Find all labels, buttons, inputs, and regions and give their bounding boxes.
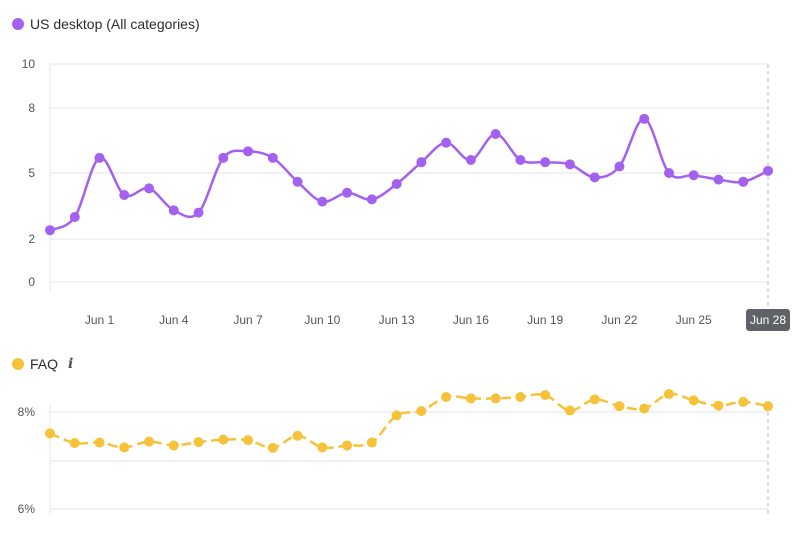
- chart1-data-point: [317, 196, 328, 207]
- chart1-data-point: [94, 152, 105, 163]
- chart2-data-point: [342, 440, 353, 451]
- chart1-data-point: [218, 152, 229, 163]
- chart2-data-point: [168, 440, 179, 451]
- faq-legend-dot: [12, 358, 24, 370]
- chart2-data-point: [69, 438, 80, 449]
- chart2-data-point: [218, 434, 229, 445]
- chart1-data-point: [738, 176, 749, 187]
- chart1-y-tick-label: 0: [28, 275, 35, 289]
- chart1-data-point: [144, 183, 155, 194]
- chart2-data-point: [193, 437, 204, 448]
- chart1-data-point: [119, 190, 130, 200]
- chart2-data-point: [465, 393, 476, 404]
- chart2-data-point: [243, 435, 254, 446]
- chart2-data-point: [688, 395, 699, 406]
- chart2-y-tick-label: 8%: [18, 405, 36, 419]
- chart2-data-point: [292, 430, 303, 441]
- chart1-x-tick-label: Jun 7: [233, 313, 263, 327]
- chart1-data-point: [589, 172, 600, 183]
- chart1-data-point: [564, 159, 575, 170]
- chart1-data-point: [69, 212, 80, 222]
- info-icon[interactable]: i: [68, 356, 74, 372]
- chart2-data-point: [663, 389, 674, 400]
- main-legend-dot: [12, 18, 24, 30]
- chart1-data-point: [490, 129, 501, 139]
- main-legend-label: US desktop (All categories): [30, 16, 200, 32]
- chart1-data-point: [45, 225, 55, 236]
- chart1-y-tick-label: 5: [28, 166, 35, 180]
- chart2-data-point: [144, 436, 155, 447]
- chart1-data-point: [292, 176, 303, 187]
- chart1-data-point: [243, 146, 254, 157]
- chart1-data-point: [515, 155, 526, 165]
- chart1-x-tick-label: Jun 13: [379, 313, 415, 327]
- chart1-data-point: [540, 157, 551, 168]
- chart2-data-point: [267, 442, 278, 453]
- chart2-data-point: [713, 400, 724, 411]
- chart1-data-point: [614, 161, 625, 172]
- chart1-data-point: [416, 157, 427, 168]
- chart1-y-tick-label: 8: [28, 101, 35, 115]
- chart1-y-tick-label: 10: [22, 57, 36, 71]
- chart2-data-point: [589, 394, 600, 405]
- chart2-data-point: [441, 391, 452, 402]
- chart1-data-point: [267, 152, 278, 163]
- chart1-data-point: [391, 179, 402, 189]
- chart1-x-highlight-badge: [746, 309, 790, 331]
- chart2-y-tick-label: 6%: [18, 502, 36, 516]
- chart2-data-point: [515, 391, 526, 402]
- main-legend[interactable]: US desktop (All categories): [12, 16, 200, 32]
- chart2-data-point: [45, 428, 55, 439]
- chart1-data-point: [713, 174, 724, 185]
- chart2-data-point: [540, 390, 551, 401]
- chart1-x-tick-label: Jun 4: [159, 313, 189, 327]
- chart1-data-point: [688, 170, 699, 181]
- chart1-data-point: [763, 165, 773, 176]
- chart2-series-line: [49, 392, 769, 450]
- chart2-data-point: [738, 396, 749, 407]
- chart2-data-point: [490, 393, 501, 404]
- faq-legend[interactable]: FAQ i: [12, 356, 73, 372]
- chart1-x-tick-label: Jun 28: [750, 313, 786, 327]
- chart2-data-point: [416, 406, 427, 417]
- chart2-data-point: [94, 437, 105, 448]
- chart1-data-point: [465, 155, 476, 165]
- chart2-data-point: [639, 403, 650, 414]
- chart1-series-line: [49, 117, 769, 232]
- chart1-data-point: [663, 168, 674, 178]
- chart1-x-tick-label: Jun 25: [676, 313, 712, 327]
- chart1-data-point: [441, 137, 452, 148]
- chart2-data-point: [391, 410, 402, 421]
- chart2-data-point: [366, 437, 377, 448]
- chart1-x-tick-label: Jun 19: [527, 313, 563, 327]
- chart1-x-tick-label: Jun 1: [85, 313, 115, 327]
- chart2-data-point: [614, 401, 625, 412]
- chart1-data-point: [193, 207, 204, 218]
- chart1-x-tick-label: Jun 10: [304, 313, 340, 327]
- chart1-data-point: [168, 205, 179, 216]
- chart1-data-point: [639, 113, 650, 124]
- chart1-x-tick-label: Jun 16: [453, 313, 489, 327]
- chart2-data-point: [119, 442, 130, 453]
- chart2-data-point: [763, 401, 773, 412]
- chart1-data-point: [366, 194, 377, 205]
- chart1-data-point: [342, 187, 353, 198]
- faq-legend-label: FAQ: [30, 356, 59, 372]
- chart1-x-tick-label: Jun 22: [601, 313, 637, 327]
- chart1-y-tick-label: 2: [28, 232, 35, 246]
- chart2-data-point: [317, 442, 328, 453]
- chart2-data-point: [564, 405, 575, 416]
